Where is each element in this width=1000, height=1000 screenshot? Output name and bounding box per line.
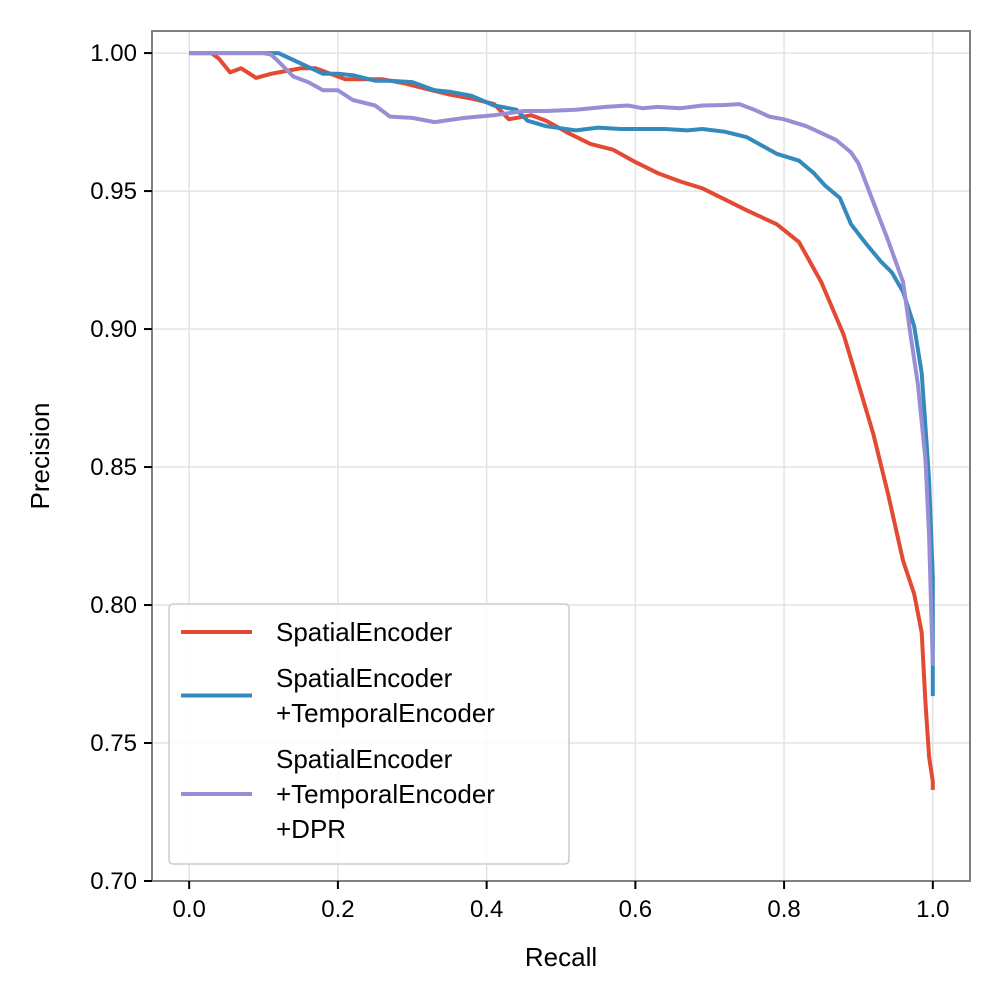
y-axis-label: Precision bbox=[25, 403, 55, 510]
axis-ticks: 0.0 0.2 0.4 0.6 0.8 1.0 0.70 0.75 0.80 0.85 0.90 0.… bbox=[90, 40, 949, 923]
y-tick-label: 0.90 bbox=[90, 316, 137, 343]
series-line-2 bbox=[189, 51, 935, 697]
y-tick-label: 0.70 bbox=[90, 868, 137, 895]
y-tick-label: 0.85 bbox=[90, 454, 137, 481]
legend-label-3: +TemporalEncoder bbox=[276, 779, 495, 809]
y-tick-label: 0.75 bbox=[90, 730, 137, 757]
y-tick-label: 0.80 bbox=[90, 592, 137, 619]
legend-label-2: +TemporalEncoder bbox=[276, 698, 495, 728]
series-line-1 bbox=[189, 51, 935, 790]
x-tick-label: 0.8 bbox=[767, 896, 800, 923]
series-line-3 bbox=[189, 51, 935, 666]
legend-box bbox=[168, 603, 570, 865]
y-tick-label: 1.00 bbox=[90, 40, 137, 67]
legend-label-2: SpatialEncoder bbox=[276, 663, 453, 693]
x-tick-label: 1.0 bbox=[916, 896, 949, 923]
legend-label-1: SpatialEncoder bbox=[276, 617, 453, 647]
x-axis-label: Recall bbox=[525, 942, 597, 972]
legend-label-3: +DPR bbox=[276, 814, 346, 844]
plot-frame bbox=[151, 30, 971, 882]
legend-label-3: SpatialEncoder bbox=[276, 744, 453, 774]
series-lines bbox=[189, 51, 935, 790]
x-tick-label: 0.6 bbox=[619, 896, 652, 923]
x-tick-label: 0.0 bbox=[172, 896, 205, 923]
x-tick-label: 0.2 bbox=[321, 896, 354, 923]
x-tick-label: 0.4 bbox=[470, 896, 503, 923]
y-tick-label: 0.95 bbox=[90, 178, 137, 205]
legend: SpatialEncoder SpatialEncoder +TemporalEnc… bbox=[168, 603, 570, 865]
